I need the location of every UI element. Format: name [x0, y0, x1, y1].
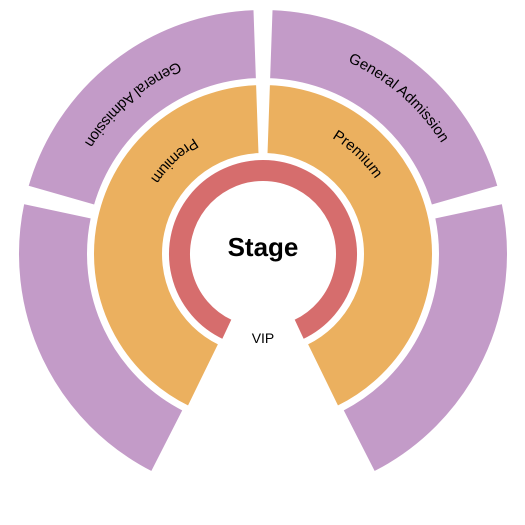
vip-label: VIP — [252, 330, 275, 346]
seating-chart: Stage VIP PremiumPremiumGeneral Admissio… — [0, 0, 525, 525]
stage-label: Stage — [228, 232, 299, 262]
